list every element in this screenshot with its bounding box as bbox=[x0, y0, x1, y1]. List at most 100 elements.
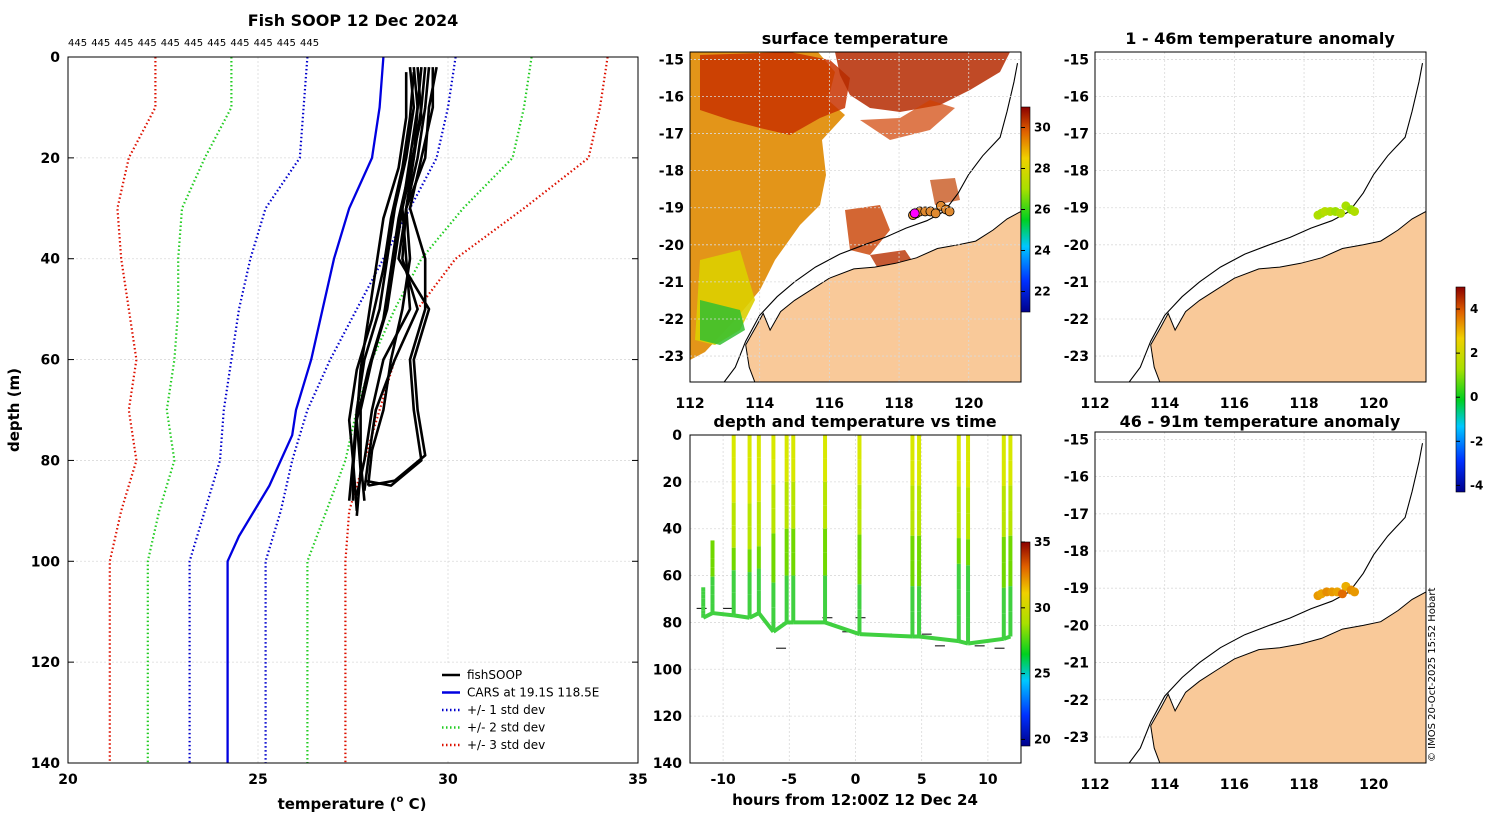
profile-series--1-std-dev bbox=[188, 57, 309, 763]
legend-label: +/- 2 std dev bbox=[467, 721, 545, 735]
sst-ytick: -15 bbox=[659, 52, 684, 68]
anom-cb-tick: 0 bbox=[1470, 390, 1478, 404]
anom-cb-tick: -4 bbox=[1470, 478, 1483, 492]
profile-series-fishsoop bbox=[351, 72, 408, 501]
profile-xtick: 20 bbox=[58, 772, 78, 788]
profile-top-labels: 445 445 445 445 445 445 445 445 445 445 445 bbox=[68, 38, 319, 49]
a2-ytick: -23 bbox=[1064, 730, 1089, 746]
anom-deep-isobath bbox=[1128, 443, 1424, 763]
dt-bottom-track bbox=[757, 611, 775, 634]
a1-ytick: -15 bbox=[1064, 52, 1089, 68]
a2-ytick: -18 bbox=[1064, 544, 1089, 560]
sst-xtick: 118 bbox=[884, 396, 913, 412]
dt-bottom-track bbox=[733, 613, 750, 620]
a1-anomaly-point bbox=[1350, 206, 1360, 216]
profile-top-label: 445 bbox=[207, 38, 226, 49]
dt-bottom-track bbox=[712, 611, 734, 618]
dt-bottom-track bbox=[772, 620, 788, 634]
a2-anomaly-point bbox=[1350, 587, 1360, 597]
sst-cb-tick: 22 bbox=[1034, 285, 1051, 299]
anom-cb-tick: -2 bbox=[1470, 434, 1483, 448]
profile-legend: fishSOOP CARS at 19.1S 118.5E +/- 1 std de… bbox=[433, 663, 635, 760]
dt-bottom-track bbox=[1003, 634, 1012, 641]
sst-raster bbox=[690, 52, 1010, 360]
a2-ytick: -15 bbox=[1064, 432, 1089, 448]
anom-deep-title: 46 - 91m temperature anomaly bbox=[1120, 412, 1401, 431]
profile-series-fishsoop bbox=[363, 66, 431, 491]
sst-land bbox=[745, 210, 1021, 382]
profile-panel: Fish SOOP 12 Dec 2024 445 445 445 445 445 445… bbox=[5, 11, 648, 813]
copyright-text: © IMOS 20-Oct-2025 15:52 Hobart bbox=[1427, 587, 1438, 762]
profile-series-fishsoop bbox=[367, 66, 438, 487]
profile-xlabel: temperature (o C) bbox=[278, 794, 427, 813]
a2-ytick: -16 bbox=[1064, 470, 1089, 486]
sst-xtick: 112 bbox=[675, 396, 704, 412]
sst-cast-point bbox=[930, 208, 941, 219]
profile-axes bbox=[67, 56, 639, 764]
dt-xtick: 5 bbox=[917, 772, 927, 788]
dt-bottom-track bbox=[824, 620, 861, 637]
dt-bottom-track bbox=[918, 634, 960, 644]
profile-ytick: 80 bbox=[41, 453, 61, 469]
a1-ytick: -21 bbox=[1064, 275, 1089, 291]
profile-ytick: 20 bbox=[41, 151, 61, 167]
sst-current-point bbox=[909, 208, 920, 219]
dt-ytick: 60 bbox=[663, 569, 683, 585]
profile-top-label: 445 bbox=[68, 38, 87, 49]
a2-xtick: 120 bbox=[1359, 777, 1388, 793]
a1-xtick: 118 bbox=[1289, 396, 1318, 412]
dt-xtick: -5 bbox=[782, 772, 798, 788]
profile-series--3-std-dev bbox=[344, 57, 609, 763]
anom-colorbar bbox=[1455, 286, 1466, 493]
legend-label: +/- 3 std dev bbox=[467, 738, 545, 752]
anom-shallow-panel: 1 - 46m temperature anomaly 112 114 116 118… bbox=[1064, 29, 1427, 412]
sst-cb-tick: 24 bbox=[1034, 244, 1051, 258]
legend-label: +/- 1 std dev bbox=[467, 703, 545, 717]
sst-xtick: 120 bbox=[954, 396, 983, 412]
a1-xtick: 114 bbox=[1150, 396, 1179, 412]
dt-cb-tick: 30 bbox=[1034, 601, 1051, 615]
a2-ytick: -21 bbox=[1064, 656, 1089, 672]
a2-xtick: 118 bbox=[1289, 777, 1318, 793]
profile-top-label: 445 bbox=[114, 38, 133, 49]
dt-ytick: 100 bbox=[653, 662, 682, 678]
a2-ytick: -17 bbox=[1064, 507, 1089, 523]
anom-cb-tick: 2 bbox=[1470, 346, 1478, 360]
a2-xtick: 112 bbox=[1080, 777, 1109, 793]
dt-cb-tick: 20 bbox=[1034, 732, 1051, 746]
a1-xtick: 116 bbox=[1220, 396, 1249, 412]
profile-series--2-std-dev bbox=[146, 57, 233, 763]
profile-top-label: 445 bbox=[230, 38, 249, 49]
profile-series-cars-at-19-1s-118-5e bbox=[226, 57, 385, 763]
sst-ytick: -22 bbox=[659, 312, 684, 328]
profile-xtick: 25 bbox=[248, 772, 267, 788]
a1-ytick: -19 bbox=[1064, 201, 1089, 217]
profile-ytick: 140 bbox=[31, 756, 60, 772]
a2-anomaly-point bbox=[1337, 589, 1347, 599]
dt-bottom-track bbox=[748, 611, 760, 620]
a1-ytick: -20 bbox=[1064, 238, 1090, 254]
profile-xtick: 35 bbox=[628, 772, 647, 788]
dt-bottom-track bbox=[859, 632, 913, 639]
a1-ytick: -18 bbox=[1064, 164, 1089, 180]
dt-ytick: 120 bbox=[653, 709, 682, 725]
a1-anomaly-point bbox=[1336, 208, 1346, 218]
a1-ytick: -17 bbox=[1064, 127, 1089, 143]
sst-cb-tick: 28 bbox=[1034, 162, 1051, 176]
anom-shallow-land bbox=[1150, 210, 1426, 382]
a2-ytick: -20 bbox=[1064, 618, 1090, 634]
profile-ytick: 120 bbox=[31, 655, 60, 671]
dt-cb-tick: 25 bbox=[1034, 667, 1051, 681]
a1-xtick: 112 bbox=[1080, 396, 1109, 412]
a1-ytick: -16 bbox=[1064, 89, 1089, 105]
profile-xtick: 30 bbox=[438, 772, 458, 788]
depth-time-panel: depth and temperature vs time -10 -5 0 5 100… bbox=[653, 412, 1051, 809]
depth-time-colorbar bbox=[1020, 541, 1031, 747]
sst-xtick: 114 bbox=[745, 396, 774, 412]
sst-ytick: -21 bbox=[659, 275, 684, 291]
legend-label: fishSOOP bbox=[467, 668, 522, 682]
sst-xtick: 116 bbox=[815, 396, 844, 412]
profile-ytick: 60 bbox=[41, 353, 61, 369]
profile-top-label: 445 bbox=[184, 38, 203, 49]
profile-ylabel: depth (m) bbox=[5, 368, 23, 452]
